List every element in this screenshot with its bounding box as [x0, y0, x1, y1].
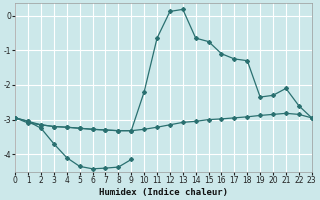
X-axis label: Humidex (Indice chaleur): Humidex (Indice chaleur)	[99, 188, 228, 197]
